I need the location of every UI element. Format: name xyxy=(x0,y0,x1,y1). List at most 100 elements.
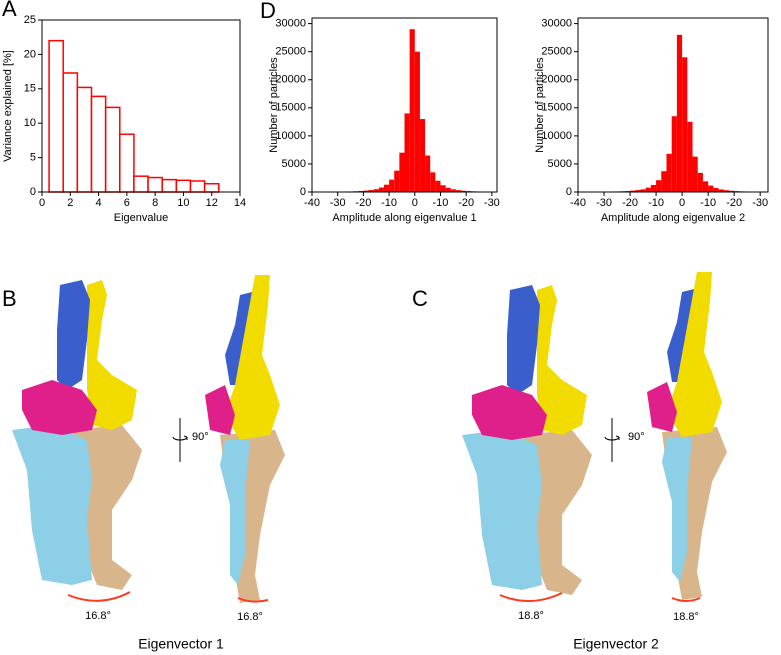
x-tick-label: -30 xyxy=(596,197,612,209)
plot-frame xyxy=(577,17,769,193)
histogram-bar xyxy=(430,172,436,192)
x-tick-label: 2 xyxy=(67,197,73,209)
y-tick-label: 5 xyxy=(30,152,36,164)
structure-side-view xyxy=(205,275,285,603)
x-tick-label: -40 xyxy=(304,197,320,209)
bar xyxy=(203,182,220,193)
histogram-bar xyxy=(389,179,395,192)
x-tick-label: 12 xyxy=(206,197,218,209)
histogram-bar xyxy=(635,190,641,192)
angle-arrow xyxy=(67,591,131,602)
y-axis-title: Number of particles xyxy=(268,57,280,153)
histogram-bar xyxy=(440,185,446,192)
panel-label: D xyxy=(260,0,276,23)
panel-label: A xyxy=(2,0,17,21)
x-tick-label: 10 xyxy=(177,197,189,209)
histogram-bar xyxy=(661,171,667,192)
bar xyxy=(104,106,121,193)
histogram-bar xyxy=(358,190,364,192)
y-tick-label: 20 xyxy=(24,48,36,60)
structure-front-view xyxy=(12,280,142,590)
y-tick-label: 0 xyxy=(566,186,572,198)
caption: Eigenvector 1 xyxy=(138,636,224,652)
bar xyxy=(119,133,135,193)
rotation-label: 90° xyxy=(628,431,645,443)
histogram-bar xyxy=(687,121,693,192)
y-tick-label: 25000 xyxy=(275,46,306,58)
y-tick-label: 20000 xyxy=(275,74,306,86)
histogram-bar xyxy=(450,189,456,192)
y-tick-label: 10000 xyxy=(275,130,306,142)
angle-label: 18.8° xyxy=(673,611,699,623)
panel-b: B 90° 16.8° 16.8° Eigenvector 1 xyxy=(2,275,285,652)
histogram-bar xyxy=(708,185,714,192)
caption: Eigenvector 2 xyxy=(573,636,659,652)
angle-arrow xyxy=(671,597,701,602)
bar xyxy=(48,39,64,193)
x-axis-title: Eigenvalue xyxy=(114,212,168,224)
rotation-icon xyxy=(172,417,188,463)
x-tick-label: 4 xyxy=(96,197,102,209)
y-tick-label: 0 xyxy=(30,186,36,198)
rotation-label: 90° xyxy=(192,431,209,443)
histogram-bar xyxy=(363,190,369,192)
x-tick-label: -30 xyxy=(752,197,768,209)
histogram-bar xyxy=(445,187,451,192)
histogram-bar xyxy=(373,189,379,192)
x-tick-label: -20 xyxy=(355,197,371,209)
bar xyxy=(90,95,107,193)
panel-label: C xyxy=(412,286,428,311)
bar xyxy=(62,72,79,193)
bar xyxy=(189,180,206,193)
y-tick-label: 25 xyxy=(24,14,36,26)
angle-label: 18.8° xyxy=(518,610,544,622)
histogram-bar xyxy=(409,29,415,193)
y-tick-label: 20000 xyxy=(541,74,572,86)
x-tick-label: 6 xyxy=(124,197,130,209)
histogram-bar xyxy=(713,187,719,192)
histogram-bar xyxy=(697,172,703,192)
histogram-bar xyxy=(692,156,698,192)
histogram-bar xyxy=(383,184,390,192)
x-axis-title: Amplitude along eigenvalue 2 xyxy=(601,212,745,224)
histogram-bar xyxy=(702,181,709,192)
angle-label: 16.8° xyxy=(85,610,111,622)
y-axis-title: Number of particles xyxy=(534,57,546,153)
x-tick-label: 8 xyxy=(152,197,158,209)
y-tick-label: 30000 xyxy=(275,18,306,30)
structure-side-view xyxy=(647,272,727,600)
histogram-bar xyxy=(455,190,462,192)
histogram-bar xyxy=(666,153,672,192)
bar xyxy=(175,179,192,193)
histogram-bar xyxy=(676,34,683,192)
bar xyxy=(76,86,93,193)
y-tick-label: 0 xyxy=(300,186,306,198)
bar xyxy=(133,175,149,193)
x-tick-label: -10 xyxy=(648,197,664,209)
histogram-bar xyxy=(650,184,657,192)
histogram-bar xyxy=(682,57,688,193)
x-tick-label: -10 xyxy=(700,197,716,209)
bar xyxy=(161,178,178,193)
y-tick-label: 10 xyxy=(24,117,36,129)
y-tick-label: 25000 xyxy=(541,46,572,58)
histogram-bar xyxy=(461,190,467,192)
x-tick-label: -30 xyxy=(330,197,346,209)
histogram-bar xyxy=(425,155,431,192)
x-tick-label: -20 xyxy=(726,197,742,209)
histogram-bar xyxy=(645,187,651,192)
x-tick-label: 0 xyxy=(412,197,418,209)
y-tick-label: 15 xyxy=(24,83,36,95)
x-tick-label: 0 xyxy=(679,197,685,209)
histogram-bar xyxy=(399,152,405,192)
histogram-bar xyxy=(640,189,646,192)
plot-frame xyxy=(41,19,241,193)
histogram-bar xyxy=(419,119,426,192)
histogram-bar xyxy=(414,51,420,193)
angle-arrow xyxy=(499,592,563,603)
histogram-bar xyxy=(718,189,724,192)
y-tick-label: 5000 xyxy=(282,158,306,170)
plot-frame xyxy=(311,17,498,193)
x-tick-label: 14 xyxy=(234,197,246,209)
